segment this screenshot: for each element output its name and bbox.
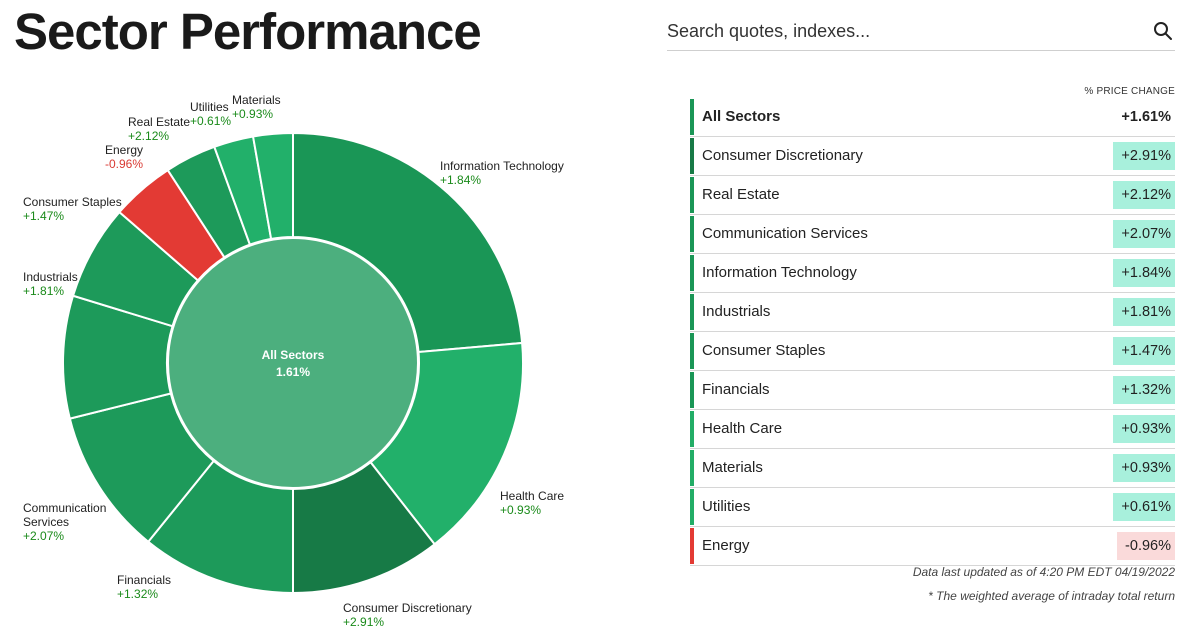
sector-change-badge: +0.93% xyxy=(1113,415,1175,443)
donut-label-value: +2.12% xyxy=(128,129,169,143)
search-bar xyxy=(667,12,1175,51)
search-icon[interactable] xyxy=(1153,21,1173,41)
sector-color-bar xyxy=(690,489,694,525)
sector-row-consumer-staples[interactable]: Consumer Staples +1.47% xyxy=(690,332,1175,371)
weighted-average-note: * The weighted average of intraday total… xyxy=(928,589,1175,603)
donut-label-value: +1.32% xyxy=(117,587,158,601)
sector-color-bar xyxy=(690,255,694,291)
sector-change-badge: +2.91% xyxy=(1113,142,1175,170)
sector-row-consumer-discretionary[interactable]: Consumer Discretionary +2.91% xyxy=(690,137,1175,176)
sector-change-badge: +2.12% xyxy=(1113,181,1175,209)
donut-label-name: Health Care xyxy=(500,489,564,503)
donut-label-value: +0.93% xyxy=(500,503,541,517)
donut-label-value: +1.81% xyxy=(23,284,64,298)
sector-row-materials[interactable]: Materials +0.93% xyxy=(690,449,1175,488)
donut-label-name: Materials xyxy=(232,93,281,107)
donut-label-value: +0.93% xyxy=(232,107,273,121)
donut-label-value: +1.84% xyxy=(440,173,481,187)
page-title: Sector Performance xyxy=(14,3,482,60)
donut-label-value: +2.07% xyxy=(23,529,64,543)
sector-name: Energy xyxy=(702,537,750,554)
sector-row-all-sectors[interactable]: All Sectors +1.61% xyxy=(690,98,1175,137)
sector-name: Information Technology xyxy=(702,264,857,281)
sector-row-information-technology[interactable]: Information Technology +1.84% xyxy=(690,254,1175,293)
donut-label-value: +2.91% xyxy=(343,615,384,628)
donut-label-name: Consumer Staples xyxy=(23,195,122,209)
sector-change-badge: -0.96% xyxy=(1117,532,1175,560)
donut-label-name: Utilities xyxy=(190,100,229,114)
donut-label-name: Industrials xyxy=(23,270,78,284)
sector-color-bar xyxy=(690,294,694,330)
sector-color-bar xyxy=(690,528,694,564)
sector-row-real-estate[interactable]: Real Estate +2.12% xyxy=(690,176,1175,215)
sector-change-badge: +1.84% xyxy=(1113,259,1175,287)
sector-name: Real Estate xyxy=(702,186,780,203)
sector-name: Communication Services xyxy=(702,225,868,242)
sector-change-badge: +0.93% xyxy=(1113,454,1175,482)
sector-row-utilities[interactable]: Utilities +0.61% xyxy=(690,488,1175,527)
donut-label-name: Communication xyxy=(23,501,106,515)
sector-change-badge: +1.47% xyxy=(1113,337,1175,365)
donut-label-value: +1.47% xyxy=(23,209,64,223)
sector-name: Materials xyxy=(702,459,763,476)
sector-change-badge: +1.81% xyxy=(1113,298,1175,326)
donut-label-name: Services xyxy=(23,515,69,529)
sector-name: Consumer Staples xyxy=(702,342,826,359)
sector-name: Utilities xyxy=(702,498,751,515)
sector-row-industrials[interactable]: Industrials +1.81% xyxy=(690,293,1175,332)
sector-color-bar xyxy=(690,372,694,408)
sector-row-health-care[interactable]: Health Care +0.93% xyxy=(690,410,1175,449)
donut-label-name: Consumer Discretionary xyxy=(343,601,472,615)
sector-row-financials[interactable]: Financials +1.32% xyxy=(690,371,1175,410)
sector-name: Financials xyxy=(702,381,770,398)
sector-row-energy[interactable]: Energy -0.96% xyxy=(690,527,1175,566)
sector-color-bar xyxy=(690,177,694,213)
search-input[interactable] xyxy=(667,18,1137,44)
sector-color-bar xyxy=(690,138,694,174)
sector-name: Industrials xyxy=(702,303,771,320)
sector-change-badge: +0.61% xyxy=(1113,493,1175,521)
donut-center-value: 1.61% xyxy=(276,365,310,379)
sector-change-badge: +2.07% xyxy=(1113,220,1175,248)
donut-center-all-sectors[interactable] xyxy=(167,237,419,489)
sector-color-bar xyxy=(690,333,694,369)
price-change-header: % PRICE CHANGE xyxy=(1084,86,1175,97)
sector-donut-chart: Information Technology+1.84%Health Care+… xyxy=(23,93,564,628)
last-updated-text: Data last updated as of 4:20 PM EDT 04/1… xyxy=(912,565,1175,579)
donut-label-name: Energy xyxy=(105,143,143,157)
donut-label-name: Financials xyxy=(117,573,171,587)
sector-name: Health Care xyxy=(702,420,783,437)
donut-label-name: Real Estate xyxy=(128,115,190,129)
donut-center-label: All Sectors xyxy=(262,348,325,362)
sector-change-badge: +1.61% xyxy=(1121,109,1171,125)
sector-color-bar xyxy=(690,99,694,135)
donut-label-name: Information Technology xyxy=(440,159,564,173)
sector-change-badge: +1.32% xyxy=(1113,376,1175,404)
sector-color-bar xyxy=(690,450,694,486)
sector-color-bar xyxy=(690,216,694,252)
sector-color-bar xyxy=(690,411,694,447)
sector-name: Consumer Discretionary xyxy=(702,147,863,164)
sector-name: All Sectors xyxy=(702,108,781,125)
sector-table: All Sectors +1.61% Consumer Discretionary +… xyxy=(690,98,1175,566)
sector-row-communication-services[interactable]: Communication Services +2.07% xyxy=(690,215,1175,254)
donut-label-value: +0.61% xyxy=(190,114,231,128)
donut-label-value: -0.96% xyxy=(105,157,143,171)
